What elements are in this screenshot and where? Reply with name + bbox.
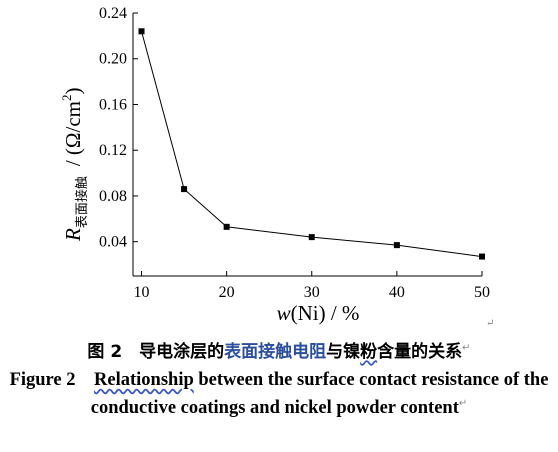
chart-axes [132,13,482,277]
y-tick-label: 0.20 [99,51,127,68]
caption-en-underlined: Relationship [94,370,194,390]
y-tick-label: 0.04 [99,234,127,251]
x-ticks: 10 20 30 40 50 [134,271,490,301]
data-point [393,242,400,249]
data-point [308,234,315,241]
caption-en-rest: between the surface contact resistance o… [90,370,549,419]
caption-chinese: 图 2 导电涂层的表面接触电阻与镍粉含量的关系↵ [0,337,558,362]
y-tick-label: 0.16 [99,96,127,113]
y-axis-title-unit: / (Ω/cm [61,101,85,166]
y-axis-title-sub: 表面接触 [74,176,90,228]
caption-cn-prefix: 图 2 导电涂层的 [87,342,225,362]
data-point [138,28,145,35]
data-points [138,28,485,260]
series-line [141,31,483,258]
caption-english: Figure 2 Relationship between the surfac… [0,368,558,420]
data-point [181,186,188,193]
y-axis-title-var: R [61,228,85,242]
caption-cn-return-mark: ↵ [462,342,471,354]
x-tick-label: 10 [134,284,150,301]
caption-cn-highlight: 表面接触电阻 [224,342,327,362]
x-axis-title: w(Ni) / % [277,301,360,325]
y-axis-title-close: ) [61,87,85,94]
caption-cn-suffix: 含量的关系 [377,342,463,362]
x-tick-label: 20 [219,284,235,301]
y-tick-label: 0.24 [99,5,127,22]
x-tick-label: 40 [389,284,405,301]
x-axis-title-rest: (Ni) / % [291,301,360,325]
caption-en-prefix: Figure 2 [9,370,95,390]
figure-return-mark: ↵ [486,318,495,329]
data-point [479,253,485,260]
y-ticks: 0.04 0.08 0.12 0.16 0.20 0.24 [99,5,138,251]
x-tick-label: 30 [304,284,320,301]
x-axis-title-var: w [277,301,291,325]
chart: 0.04 0.08 0.12 0.16 0.20 0.24 10 20 30 40 50 w(Ni… [59,5,490,325]
series-polyline [141,31,483,258]
y-axis-title-sup: 2 [59,94,74,101]
data-point [223,223,230,230]
caption-cn-underlined: 粉 [360,342,378,362]
caption-en-return-mark: ↵ [458,398,468,409]
caption-cn-mid: 与镍 [326,342,361,362]
y-axis-title: R表面接触 / (Ω/cm2) [59,87,90,242]
y-tick-label: 0.12 [99,142,127,159]
x-tick-label: 50 [474,284,490,301]
y-tick-label: 0.08 [99,188,127,205]
